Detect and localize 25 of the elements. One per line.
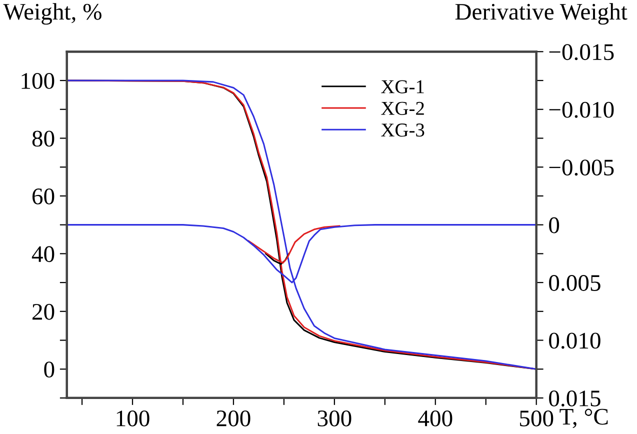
x-axis-title: T, °C — [560, 408, 608, 428]
y2-tick-label: 0 — [549, 217, 560, 234]
y2-tick-label: 0.010 — [549, 332, 600, 349]
y-tick-label: 60 — [32, 188, 54, 204]
y-tick-label: 0 — [44, 362, 54, 378]
y2-tick-label: −0.010 — [549, 102, 614, 118]
x-tick-label: 300 — [318, 410, 352, 426]
y2-tick-label: 0.015 — [549, 390, 600, 407]
x-tick-label: 500 — [520, 410, 554, 426]
y-axis-title: Weight, % — [3, 3, 102, 25]
legend-label: XG-1 — [381, 80, 424, 94]
y2-tick-label: −0.015 — [549, 44, 614, 60]
line-series — [248, 225, 340, 264]
y-tick-label: 20 — [32, 304, 54, 320]
x-tick-label: 100 — [116, 410, 150, 426]
y-tick-label: 80 — [32, 130, 54, 147]
y-tick-label: 40 — [32, 246, 54, 262]
y-tick-label: 100 — [22, 73, 54, 89]
legend-label: XG-2 — [381, 102, 424, 115]
x-tick-label: 200 — [216, 410, 250, 426]
y2-axis-title: Derivative Weight — [455, 3, 628, 25]
x-tick-label: 400 — [418, 410, 452, 426]
legend-label: XG-3 — [381, 124, 424, 137]
y2-tick-label: −0.005 — [549, 160, 614, 176]
y2-tick-label: 0.005 — [549, 275, 600, 292]
